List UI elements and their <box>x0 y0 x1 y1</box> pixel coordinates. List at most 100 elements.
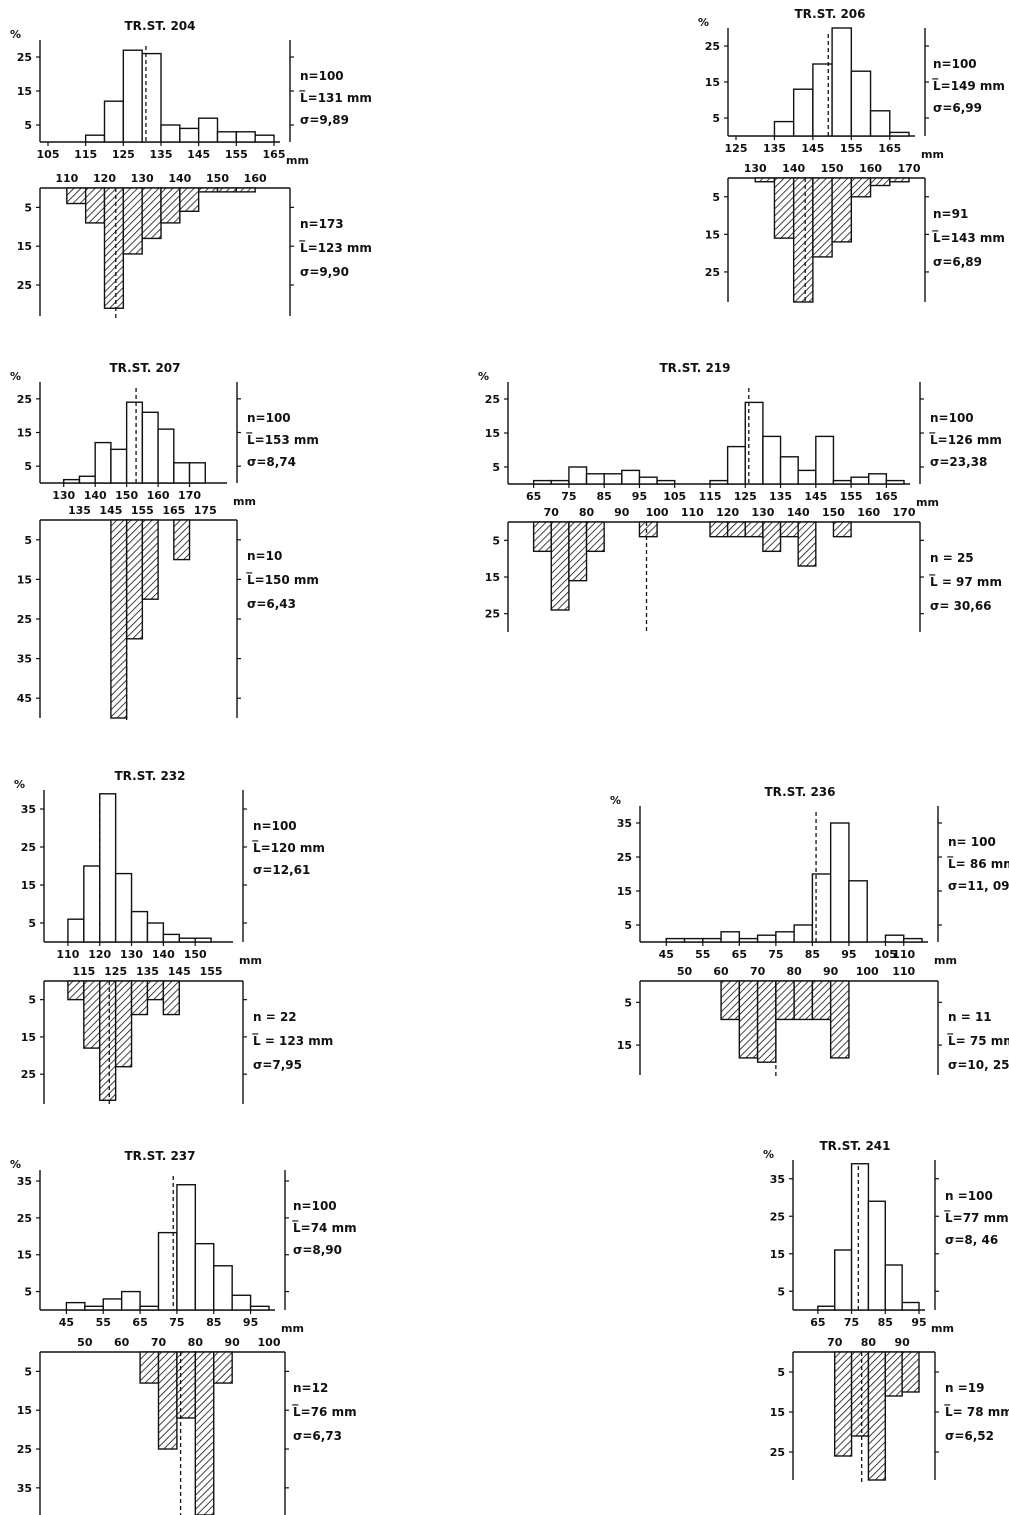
histogram-bar <box>94 441 112 484</box>
histogram-bar-hatched <box>744 521 764 538</box>
histogram-bar <box>103 100 125 143</box>
x-tick-label: 120 <box>716 506 739 519</box>
histogram-bar <box>656 479 676 485</box>
x-tick-label: 170 <box>178 489 201 502</box>
stat-label: L̅=74 mm <box>292 1221 356 1235</box>
x-unit-label: mm <box>233 495 256 508</box>
histogram-bar <box>179 127 200 143</box>
stat-label: σ=8, 46 <box>945 1233 998 1247</box>
x-tick-label: 100 <box>646 506 669 519</box>
histogram-bar-hatched <box>125 519 144 640</box>
histogram-bar-hatched <box>812 177 833 258</box>
x-tick-label: 140 <box>84 489 107 502</box>
histogram-bar <box>884 1264 903 1311</box>
y-tick-label: 25 <box>21 1068 36 1081</box>
stat-label: n=10 <box>247 549 282 563</box>
stat-label: L̅= 75 mm <box>947 1034 1009 1048</box>
y-tick-label: 5 <box>492 461 500 474</box>
histogram-bar-hatched <box>797 521 817 567</box>
x-tick-label: 65 <box>732 948 747 961</box>
x-tick-label: 140 <box>168 172 191 185</box>
histogram-bar-hatched <box>103 187 125 309</box>
histogram-bar-hatched <box>66 187 87 205</box>
histogram-bar-hatched <box>834 1351 853 1457</box>
x-tick-label: 170 <box>893 506 916 519</box>
histogram-bar <box>834 1249 853 1311</box>
x-tick-label: 60 <box>114 1336 130 1349</box>
histogram-bar <box>173 462 191 484</box>
x-tick-label: 90 <box>823 965 839 978</box>
histogram-bar <box>194 937 212 943</box>
y-tick-label: 15 <box>17 573 32 586</box>
histogram-bar <box>621 469 641 485</box>
x-tick-label: 130 <box>744 162 767 175</box>
y-tick-label: 15 <box>21 1031 36 1044</box>
stat-label: σ=12,61 <box>253 863 310 877</box>
x-tick-label: 125 <box>104 965 127 978</box>
stat-label: L̅=123 mm <box>299 241 372 255</box>
stat-label: n =100 <box>945 1189 993 1203</box>
histogram-bar <box>756 934 777 943</box>
y-tick-label: 15 <box>705 76 720 89</box>
histogram-bar-hatched <box>84 187 106 224</box>
histogram-bar <box>141 411 159 484</box>
histogram-bar-hatched <box>157 1351 178 1450</box>
histogram-bar-hatched <box>139 1351 160 1384</box>
y-tick-label: 5 <box>777 1366 785 1379</box>
x-tick-label: 135 <box>769 490 792 503</box>
histogram-bar <box>815 435 835 485</box>
y-tick-label: 5 <box>24 119 32 132</box>
histogram-bar-hatched <box>850 177 872 198</box>
histogram-bar <box>197 117 219 143</box>
stat-label: σ=8,74 <box>247 455 296 469</box>
histogram-bar <box>65 1301 86 1311</box>
y-unit-label: % <box>10 1158 21 1171</box>
histogram-bar <box>683 937 704 943</box>
y-unit-label: % <box>610 794 621 807</box>
x-tick-label: 145 <box>187 148 210 161</box>
y-tick-label: 25 <box>770 1446 785 1459</box>
y-tick-label: 25 <box>485 608 500 621</box>
x-tick-label: 95 <box>243 1316 258 1329</box>
x-tick-label: 155 <box>840 490 863 503</box>
histogram-bar-hatched <box>122 187 143 255</box>
stat-label: n = 11 <box>948 1010 992 1024</box>
stat-label: n=100 <box>933 57 977 71</box>
histogram-bar-hatched <box>130 980 149 1016</box>
x-tick-label: 135 <box>68 504 91 517</box>
x-tick-label: 70 <box>750 965 766 978</box>
histogram-bar-hatched <box>738 980 759 1059</box>
x-unit-label: mm <box>934 954 957 967</box>
stat-label: σ= 30,66 <box>930 599 992 613</box>
y-tick-label: 25 <box>485 393 500 406</box>
x-tick-label: 55 <box>695 948 710 961</box>
histogram-bar <box>114 872 133 943</box>
stat-label: σ=7,95 <box>253 1058 302 1072</box>
histogram-bar-hatched <box>831 177 853 243</box>
histogram-bar <box>231 1294 252 1311</box>
histogram-bar <box>831 27 853 137</box>
histogram-bar <box>130 910 149 943</box>
histogram-bar <box>738 937 759 943</box>
stat-label: n=12 <box>293 1381 328 1395</box>
x-tick-label: 50 <box>77 1336 93 1349</box>
x-tick-label: 155 <box>131 504 154 517</box>
y-tick-label: 25 <box>705 40 720 53</box>
histogram-bar <box>235 131 256 143</box>
x-tick-label: 160 <box>147 489 170 502</box>
x-tick-label: 135 <box>136 965 159 978</box>
x-tick-label: 130 <box>751 506 774 519</box>
y-tick-label: 15 <box>770 1406 785 1419</box>
histogram-bar-hatched <box>173 519 191 561</box>
histogram-bar <box>603 473 623 485</box>
histogram-bar <box>792 88 814 137</box>
histogram-bar-hatched <box>793 980 814 1021</box>
y-tick-label: 35 <box>617 817 632 830</box>
stat-label: n=100 <box>930 411 974 425</box>
x-tick-label: 150 <box>822 506 845 519</box>
y-tick-label: 15 <box>485 571 500 584</box>
x-tick-label: 80 <box>861 1336 877 1349</box>
histogram-bar <box>213 1265 233 1311</box>
x-tick-label: 100 <box>258 1336 281 1349</box>
x-tick-label: 105 <box>874 948 897 961</box>
